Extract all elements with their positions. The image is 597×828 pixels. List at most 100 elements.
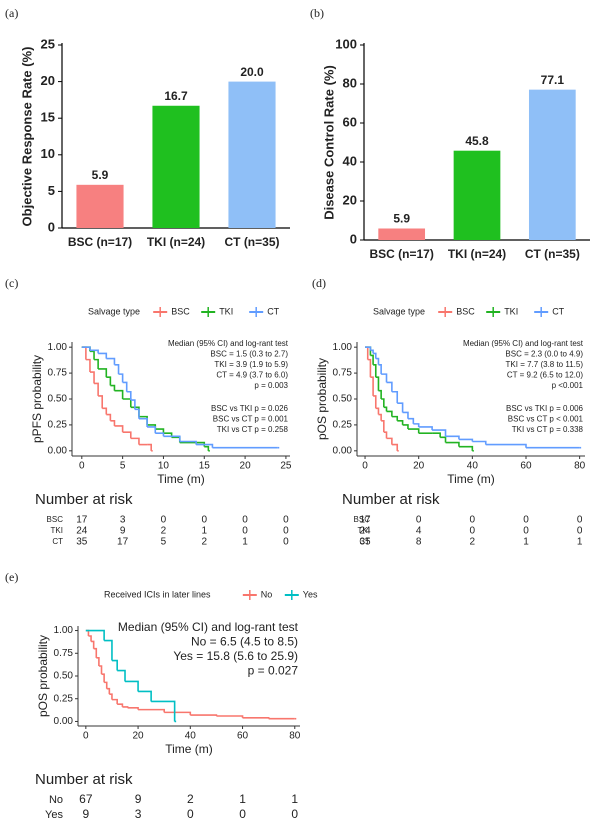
y-tick-label: 0.75: [48, 368, 68, 379]
risk-count: 3: [120, 515, 126, 526]
legend-label: CT: [552, 306, 564, 316]
y-tick-label: 60: [343, 114, 357, 129]
y-tick-label: 100: [335, 36, 357, 51]
survival-step: [190, 714, 218, 716]
risk-count: 0: [239, 807, 246, 821]
risk-count: 0: [523, 526, 529, 537]
annotation: Median (95% CI) and log-rant test: [118, 620, 299, 634]
survival-step: [365, 346, 369, 360]
survival-step: [179, 440, 197, 445]
risk-row-label: BSC: [354, 515, 371, 524]
survival-step: [89, 349, 99, 354]
annotation: No = 6.5 (4.5 to 8.5): [191, 635, 298, 649]
panel-label: (c): [5, 276, 18, 290]
annotation: Median (95% CI) and log-rant test: [463, 339, 584, 348]
bar-value-label: 45.8: [465, 134, 489, 148]
survival-step: [101, 673, 105, 683]
bar: [528, 89, 576, 240]
legend-label: CT: [267, 306, 279, 316]
survival-step: [88, 635, 92, 642]
y-tick-label: 20: [41, 73, 55, 88]
survival-step: [397, 402, 404, 413]
y-tick-label: 25: [41, 36, 55, 51]
risk-count: 2: [161, 526, 167, 537]
risk-count: 9: [82, 807, 89, 821]
risk-count: 24: [76, 526, 88, 537]
x-tick-label: 60: [237, 731, 249, 742]
survival-step: [383, 431, 388, 439]
survival-step: [138, 690, 152, 702]
survival-step: [155, 432, 165, 437]
survival-step: [445, 435, 460, 440]
x-tick-label: 20: [413, 461, 425, 472]
risk-count: 9: [120, 526, 126, 537]
risk-count: 2: [470, 537, 476, 548]
y-tick-label: 0.25: [48, 420, 68, 431]
y-tick-label: 40: [343, 153, 357, 168]
risk-count: 0: [577, 526, 583, 537]
panel-label: (a): [5, 6, 18, 20]
risk-row-label: TKI: [358, 526, 370, 535]
survival-step: [407, 428, 420, 434]
survival-step: [110, 419, 116, 426]
x-tick-label: 20: [240, 461, 252, 472]
risk-table-title: Number at risk: [35, 771, 133, 788]
survival-step: [106, 413, 112, 421]
risk-count: 5: [161, 537, 167, 548]
survival-step: [118, 373, 124, 383]
survival-step: [94, 358, 99, 369]
risk-count: 0: [242, 515, 248, 526]
survival-step: [402, 424, 409, 430]
survival-step: [110, 384, 116, 391]
risk-count: 1: [523, 537, 529, 548]
survival-step: [458, 438, 474, 442]
survival-step: [111, 698, 118, 705]
x-tick-label: TKI (n=24): [147, 235, 205, 249]
annotation: Median (95% CI) and log-rant test: [168, 339, 289, 348]
y-tick-label: 15: [41, 110, 55, 125]
survival-step: [381, 398, 385, 408]
survival-step: [98, 395, 104, 409]
risk-table-title: Number at risk: [342, 491, 440, 508]
survival-step: [196, 443, 214, 448]
legend-title: Received ICIs in later lines: [104, 589, 211, 599]
survival-step: [155, 428, 165, 434]
y-tick-label: 10: [41, 146, 55, 161]
survival-step: [432, 429, 447, 437]
annotation: TKI = 7.7 (3.8 to 11.5): [506, 360, 584, 369]
survival-step: [98, 352, 108, 359]
survival-step: [242, 717, 270, 719]
comparison: BSC vs CT p < 0.001: [508, 415, 584, 424]
x-tick-label: 60: [520, 461, 532, 472]
survival-step: [370, 349, 374, 354]
risk-count: 1: [291, 792, 298, 806]
survival-step: [375, 376, 380, 391]
y-tick-label: 5: [48, 183, 55, 198]
survival-step: [147, 426, 157, 434]
risk-count: 0: [523, 515, 529, 526]
x-tick-label: 40: [467, 461, 479, 472]
x-axis-label: Time (m): [165, 742, 213, 756]
comparison: BSC vs CT p = 0.001: [213, 415, 289, 424]
risk-row-label: No: [49, 794, 63, 806]
y-tick-label: 1.00: [54, 625, 74, 636]
survival-step: [138, 708, 165, 713]
survival-step: [204, 445, 210, 451]
risk-count: 0: [470, 515, 476, 526]
survival-step: [445, 441, 460, 447]
bar-value-label: 5.9: [393, 212, 410, 226]
x-axis-label: Time (m): [157, 472, 205, 486]
risk-count: 0: [161, 515, 167, 526]
survival-step: [216, 715, 244, 718]
annotation: p = 0.027: [248, 664, 299, 678]
y-tick-label: 0.25: [54, 693, 74, 704]
survival-step: [373, 352, 377, 359]
annotation: p = 0.003: [254, 381, 288, 390]
y-tick-label: 0.00: [48, 445, 68, 456]
risk-count: 1: [577, 537, 583, 548]
survival-step: [94, 382, 99, 396]
y-tick-label: 0: [350, 231, 357, 246]
bar: [152, 105, 200, 228]
survival-step: [81, 346, 87, 360]
